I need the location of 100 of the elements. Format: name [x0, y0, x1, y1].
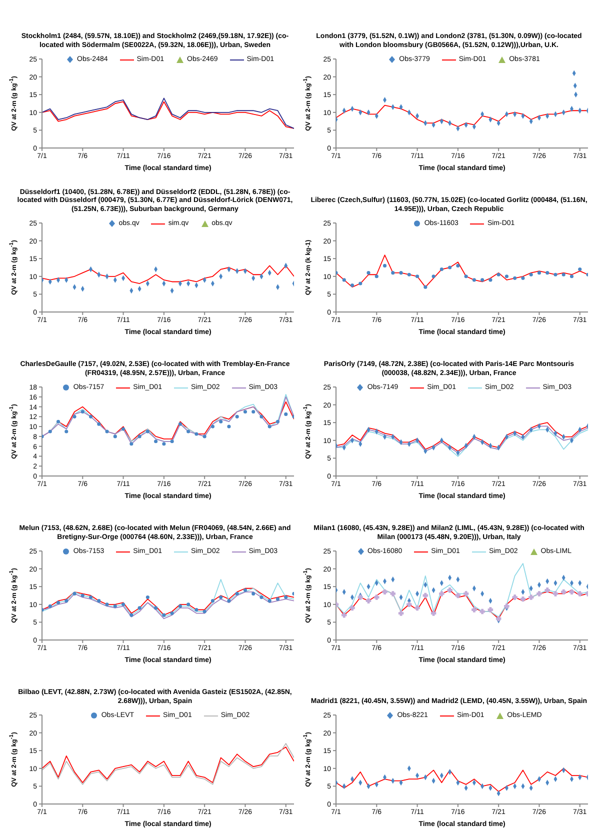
point: [406, 602, 412, 608]
point: [72, 414, 76, 418]
point: [430, 610, 436, 616]
line-series: [42, 579, 294, 618]
point: [529, 272, 533, 276]
point: [407, 272, 411, 276]
point: [537, 271, 542, 275]
point: [113, 604, 117, 608]
point: [504, 274, 508, 278]
point: [48, 604, 52, 608]
point: [260, 414, 264, 418]
point: [170, 440, 174, 444]
point: [64, 599, 68, 603]
point: [382, 589, 388, 595]
point: [366, 598, 372, 604]
point: [56, 600, 60, 604]
point: [276, 597, 280, 601]
point: [342, 278, 346, 282]
point: [260, 596, 264, 600]
point: [80, 594, 84, 598]
point: [227, 424, 231, 428]
point: [138, 606, 142, 610]
point: [422, 592, 428, 598]
point: [570, 274, 574, 278]
point: [520, 596, 526, 602]
point: [122, 602, 126, 606]
point: [569, 589, 574, 595]
point: [186, 430, 190, 434]
point: [496, 272, 500, 276]
point: [154, 606, 158, 610]
point: [210, 424, 214, 428]
point: [194, 432, 198, 436]
point: [488, 607, 494, 612]
point: [399, 271, 403, 275]
point: [48, 430, 52, 434]
point: [382, 264, 387, 268]
point: [235, 414, 239, 418]
point: [122, 427, 126, 431]
point: [219, 420, 223, 424]
point: [186, 602, 190, 606]
point: [546, 271, 550, 275]
point: [113, 434, 117, 438]
point: [536, 591, 542, 596]
point: [178, 604, 182, 608]
point: [130, 442, 134, 446]
point: [88, 596, 93, 600]
point: [178, 422, 182, 426]
point: [472, 278, 476, 282]
point: [513, 276, 517, 280]
point: [374, 274, 378, 278]
point: [390, 591, 396, 596]
line-series: [336, 254, 588, 288]
point: [227, 599, 231, 603]
point: [97, 599, 101, 603]
point: [366, 271, 370, 275]
point: [448, 266, 452, 270]
point: [194, 608, 198, 612]
point: [276, 420, 280, 424]
point: [138, 434, 142, 438]
point: [424, 285, 428, 289]
point: [488, 278, 492, 282]
point: [210, 599, 214, 603]
point: [130, 613, 134, 617]
point: [202, 434, 206, 438]
point: [577, 591, 582, 596]
point: [56, 420, 60, 424]
point: [456, 264, 460, 268]
point: [528, 594, 534, 600]
point: [480, 608, 485, 614]
point: [447, 588, 452, 593]
point: [414, 605, 420, 611]
point: [560, 589, 566, 595]
point: [154, 440, 158, 444]
point: [105, 430, 109, 434]
point: [440, 268, 444, 272]
point: [544, 588, 550, 593]
point: [391, 271, 395, 275]
point: [464, 274, 468, 278]
point: [554, 272, 558, 276]
point: [350, 605, 355, 611]
point: [170, 612, 174, 616]
point: [162, 613, 166, 617]
point: [252, 592, 256, 596]
point: [480, 278, 484, 282]
point: [284, 412, 288, 416]
point: [455, 592, 461, 598]
point: [578, 268, 582, 272]
point: [439, 591, 444, 596]
point: [472, 607, 477, 612]
point: [64, 430, 68, 434]
point: [284, 596, 288, 600]
point: [243, 588, 248, 592]
point: [268, 424, 272, 428]
point: [88, 414, 93, 418]
point: [146, 596, 150, 600]
point: [416, 274, 420, 278]
point: [358, 282, 362, 286]
point: [268, 599, 272, 603]
point: [235, 592, 239, 596]
point: [350, 284, 354, 288]
